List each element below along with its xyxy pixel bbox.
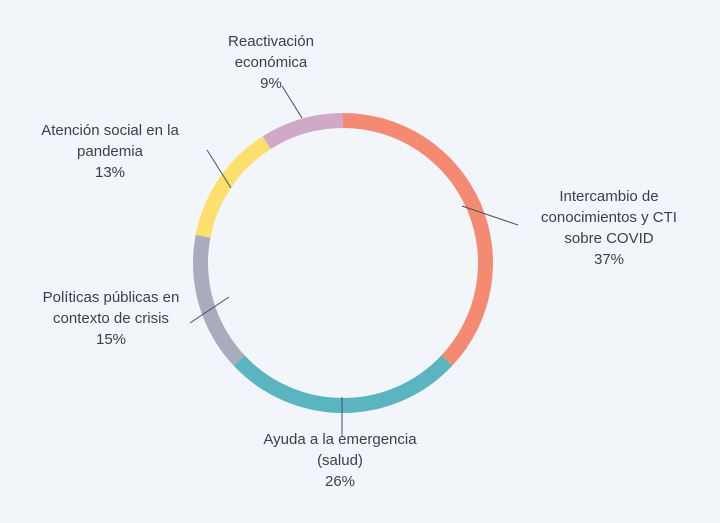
slice-value-label: 26% [325,473,355,490]
slice-name-line: Intercambio de [559,188,658,205]
slice-name-line: sobre COVID [564,230,653,247]
label-reactivacion-economica: Reactivación económica 9% [228,33,314,92]
slice-value-label: 37% [594,251,624,268]
leader-line-politicas-publicas-en-contexto-de-crisis [189,296,230,324]
slice-name-line: contexto de crisis [53,310,169,327]
slice-value-label: 9% [260,75,282,92]
slice-politicas-publicas-en-contexto-de-crisis [193,234,245,366]
slice-name-line: Reactivación [228,33,314,50]
slice-name-line: conocimientos y CTI [541,209,677,226]
slice-name-line: Políticas públicas en [43,289,180,306]
leader-line-reactivacion-economica [281,85,303,119]
label-politicas-publicas-en-contexto-de-crisis: Políticas públicas en contexto de crisis 1… [43,289,180,348]
slice-ayuda-a-la-emergencia-salud [233,355,453,414]
slice-name-line: (salud) [317,452,363,469]
slice-value-label: 13% [95,164,125,181]
slice-reactivacion-economica [262,113,343,150]
label-atencion-social-en-la-pandemia: Atención social en la pandemia 13% [41,122,179,181]
slice-name-line: pandemia [77,143,144,160]
slice-intercambio-de-conocimientos-y-cti-sobre-covid [343,113,494,366]
slice-value-label: 15% [96,331,126,348]
slice-name-line: Ayuda a la emergencia [263,431,417,448]
leader-line-atencion-social-en-la-pandemia [206,149,232,189]
slice-atencion-social-en-la-pandemia [195,136,271,238]
label-intercambio-de-conocimientos-y-cti-sobre-covid: Intercambio de conocimientos y CTI sobre C… [541,188,677,268]
slice-name-line: económica [235,54,308,71]
slice-name-line: Atención social en la [41,122,179,139]
label-ayuda-a-la-emergencia-salud: Ayuda a la emergencia (salud) 26% [263,431,417,490]
leader-line-intercambio-de-conocimientos-y-cti-sobre-covid [461,205,519,226]
